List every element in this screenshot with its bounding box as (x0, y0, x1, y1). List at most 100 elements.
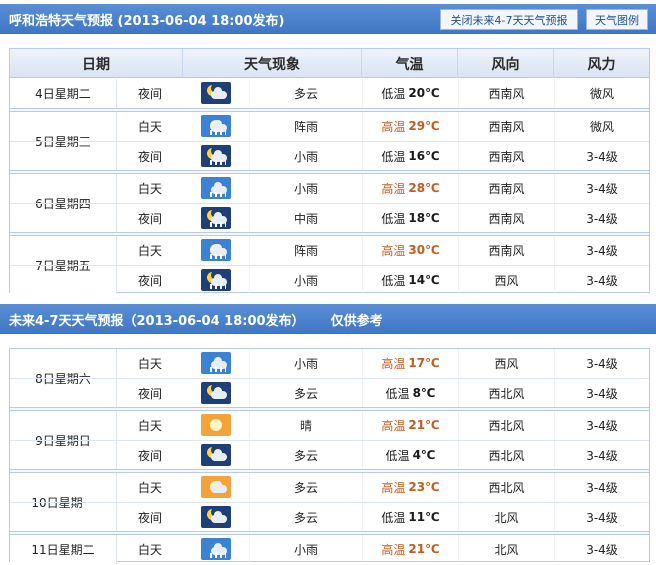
forecast-header: 呼和浩特天气预报 (2013-06-04 18:00发布) 关闭未来4-7天天气… (0, 4, 656, 34)
weather-description: 晴 (249, 411, 362, 439)
forecast-row: 夜间 中雨 低温 18℃ 西南风 3-4级 (10, 203, 649, 232)
wind-direction: 西南风 (458, 79, 554, 107)
temperature: 高温 28℃ (362, 174, 458, 202)
wind-power: 3-4级 (554, 379, 649, 407)
day-cloudy-icon (201, 476, 231, 498)
night-light-rain-icon (201, 269, 231, 291)
weather-icon-cell (183, 266, 249, 294)
weather-icon-cell (183, 236, 249, 264)
period-label: 白天 (137, 243, 162, 258)
wind-direction: 西南风 (458, 204, 554, 232)
forecast-row: 白天 小雨 高温 17℃ 西风 3-4级 (10, 349, 649, 378)
temperature-label: 低温 (385, 386, 410, 401)
reference-note: 仅供参考 (330, 313, 383, 329)
temperature-label: 高温 (381, 542, 406, 557)
day-separator (10, 531, 649, 535)
period-label: 夜间 (137, 273, 162, 288)
weather-description: 多云 (249, 473, 362, 501)
wind-power: 3-4级 (554, 503, 649, 531)
temperature: 低温 11℃ (362, 503, 458, 531)
wind-power: 微风 (554, 79, 649, 107)
temperature: 低温 14℃ (362, 266, 458, 294)
weather-description: 中雨 (249, 204, 362, 232)
weather-icon-cell (183, 174, 249, 202)
day-separator (10, 407, 649, 411)
day-label: 11日星期二 (10, 535, 117, 564)
wind-power: 3-4级 (554, 441, 649, 469)
weather-description: 多云 (249, 503, 362, 531)
weather-description: 小雨 (249, 174, 362, 202)
temperature-value: 18℃ (408, 211, 440, 225)
temperature: 低温 8℃ (362, 379, 458, 407)
forecast-row: 白天 阵雨 高温 30℃ 西南风 3-4级 (10, 236, 649, 265)
weather-description: 多云 (249, 441, 362, 469)
forecast-table: 日期 天气现象 气温 风向 风力 4日星期二 夜间 多云 低温 20℃ 西南风 微风 5日星期… (9, 48, 650, 294)
temperature-label: 高温 (381, 480, 406, 495)
forecast-row: 夜间 多云 低温 4℃ 西北风 3-4级 (10, 440, 649, 469)
temperature-value: 17℃ (408, 356, 440, 370)
forecast-row: 白天 小雨 高温 28℃ 西南风 3-4级 (10, 174, 649, 203)
temperature-label: 高温 (381, 181, 406, 196)
period-label: 白天 (137, 418, 162, 433)
wind-direction: 西北风 (458, 379, 554, 407)
weather-icon-cell (183, 204, 249, 232)
wind-direction: 西北风 (458, 441, 554, 469)
weather-description: 阵雨 (249, 236, 362, 264)
table-header-row: 日期 天气现象 气温 风向 风力 (10, 49, 649, 78)
period-label: 白天 (137, 119, 162, 134)
weather-icon-cell (183, 535, 249, 563)
light-rain-icon (201, 538, 231, 560)
wind-power: 3-4级 (554, 236, 649, 264)
temperature-value: 16℃ (408, 149, 440, 163)
light-rain-icon (201, 177, 231, 199)
wind-direction: 西南风 (458, 236, 554, 264)
forecast-row: 夜间 多云 低温 20℃ 西南风 微风 (10, 79, 649, 108)
temperature-value: 21℃ (408, 418, 440, 432)
temperature: 高温 23℃ (362, 473, 458, 501)
weather-icon-cell (183, 473, 249, 501)
temperature: 高温 30℃ (362, 236, 458, 264)
forecast-row: 白天 阵雨 高温 29℃ 西南风 微风 (10, 112, 649, 141)
weather-icon-cell (183, 142, 249, 170)
wind-direction: 西南风 (458, 174, 554, 202)
wind-power: 3-4级 (554, 142, 649, 170)
weather-description: 小雨 (249, 349, 362, 377)
temperature-label: 低温 (381, 211, 406, 226)
temperature: 低温 4℃ (362, 441, 458, 469)
forecast-row: 夜间 小雨 低温 16℃ 西南风 3-4级 (10, 141, 649, 170)
extended-forecast-header: 未来4-7天天气预报（2013-06-04 18:00发布） 仅供参考 (0, 304, 656, 334)
day-separator (10, 108, 649, 112)
period-label: 夜间 (137, 448, 162, 463)
period-label: 夜间 (137, 386, 162, 401)
temperature-label: 低温 (381, 273, 406, 288)
wind-power: 3-4级 (554, 204, 649, 232)
extended-forecast-title: 未来4-7天天气预报（2013-06-04 18:00发布） (9, 313, 305, 329)
temperature-label: 低温 (385, 448, 410, 463)
temperature: 低温 20℃ (362, 79, 458, 107)
temperature: 高温 17℃ (362, 349, 458, 377)
weather-icon-cell (183, 503, 249, 531)
wind-direction: 西南风 (458, 112, 554, 140)
temperature-label: 低温 (381, 86, 406, 101)
close-extended-forecast-button[interactable]: 关闭未来4-7天天气预报 (440, 9, 578, 30)
wind-power: 3-4级 (554, 535, 649, 563)
shower-icon (201, 115, 231, 137)
wind-power: 3-4级 (554, 411, 649, 439)
wind-direction: 西北风 (458, 473, 554, 501)
weather-legend-button[interactable]: 天气图例 (586, 9, 648, 30)
day-label: 4日星期二 (10, 79, 117, 108)
period-label: 白天 (137, 480, 162, 495)
period-label: 白天 (137, 181, 162, 196)
temperature: 低温 16℃ (362, 142, 458, 170)
sunny-icon (201, 414, 231, 436)
col-wind-power: 风力 (587, 56, 616, 73)
temperature-value: 8℃ (412, 386, 436, 400)
shower-icon (201, 239, 231, 261)
weather-icon-cell (183, 411, 249, 439)
temperature-label: 高温 (381, 418, 406, 433)
period-label: 夜间 (137, 211, 162, 226)
weather-icon-cell (183, 79, 249, 107)
temperature-label: 高温 (381, 356, 406, 371)
night-cloudy-icon (201, 382, 231, 404)
wind-power: 3-4级 (554, 473, 649, 501)
